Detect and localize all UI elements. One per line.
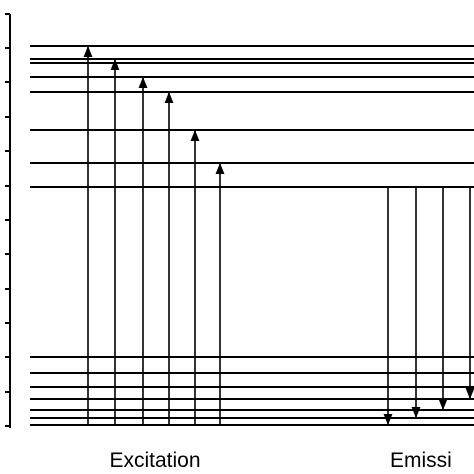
energy-axis bbox=[5, 13, 11, 428]
excitation-arrows bbox=[83, 45, 225, 425]
upper-levels bbox=[30, 45, 474, 188]
excitation-label: Excitation bbox=[109, 449, 200, 472]
lower-levels bbox=[30, 356, 474, 426]
emission-arrows bbox=[383, 187, 474, 426]
emission-label: Emissi bbox=[390, 449, 452, 472]
